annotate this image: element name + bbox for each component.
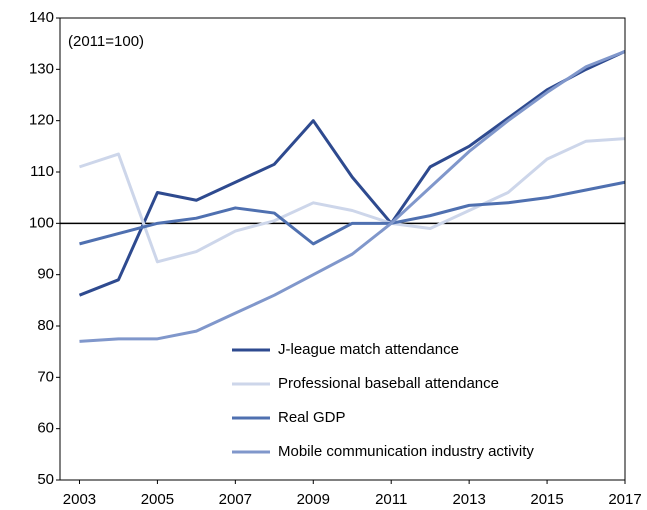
series-line xyxy=(79,180,626,246)
y-tick-label: 110 xyxy=(30,163,54,180)
series-line xyxy=(78,50,626,297)
y-tick-label: 70 xyxy=(37,368,54,385)
x-tick-label: 2007 xyxy=(219,491,252,508)
x-tick-label: 2003 xyxy=(63,491,96,508)
x-tick-label: 2005 xyxy=(141,491,174,508)
annotation: (2011=100) xyxy=(68,33,144,50)
series-line xyxy=(79,137,626,264)
x-tick-label: 2011 xyxy=(375,491,407,508)
y-tick-label: 140 xyxy=(29,9,54,26)
x-tick-label: 2009 xyxy=(297,491,330,508)
y-tick-label: 50 xyxy=(37,471,54,488)
legend-label: Professional baseball attendance xyxy=(278,375,499,392)
x-tick-label: 2017 xyxy=(608,491,641,508)
legend-label: J-league match attendance xyxy=(278,341,459,358)
y-tick-label: 60 xyxy=(37,420,54,437)
y-tick-label: 90 xyxy=(37,266,54,283)
y-tick-label: 130 xyxy=(29,60,54,77)
legend-label: Real GDP xyxy=(278,409,346,426)
y-tick-label: 80 xyxy=(37,317,54,334)
legend-label: Mobile communication industry activity xyxy=(278,443,534,460)
plot-frame xyxy=(59,17,626,481)
x-tick-label: 2013 xyxy=(452,491,485,508)
y-tick-label: 120 xyxy=(29,112,54,129)
y-tick-label: 100 xyxy=(29,214,54,231)
x-tick-label: 2015 xyxy=(530,491,563,508)
series-line xyxy=(79,49,626,343)
